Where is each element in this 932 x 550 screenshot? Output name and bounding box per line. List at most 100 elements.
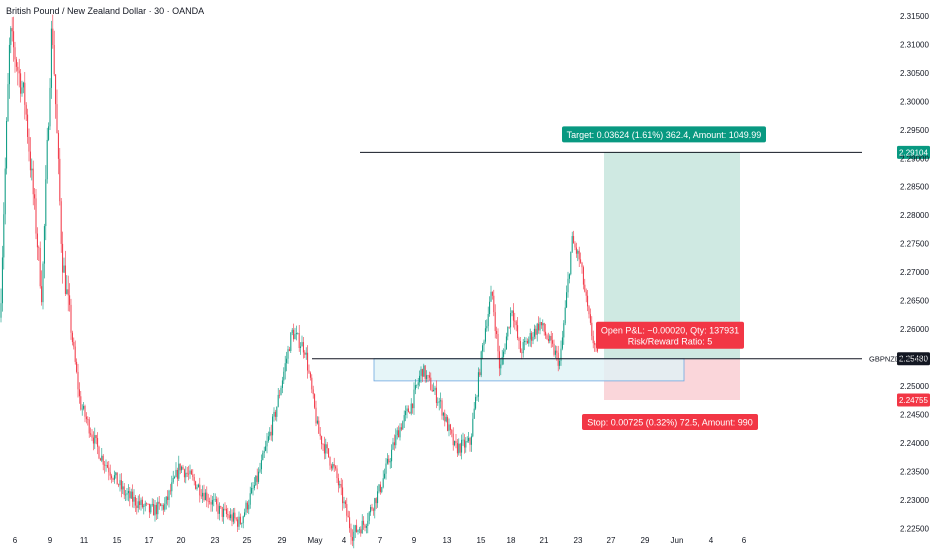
candle: [501, 349, 503, 366]
candle: [216, 496, 218, 512]
candle: [238, 511, 240, 530]
svg-text:2.29104: 2.29104: [899, 148, 928, 157]
candle: [290, 331, 292, 353]
x-tick-label: 4: [342, 536, 347, 545]
x-tick-label: 23: [211, 536, 220, 545]
candle: [14, 41, 16, 73]
candle: [491, 291, 493, 300]
candle: [73, 337, 75, 350]
x-tick-label: Jun: [671, 536, 684, 545]
candle: [326, 442, 328, 454]
candle: [482, 342, 484, 360]
candle: [13, 16, 15, 62]
candle: [162, 503, 164, 515]
pnl-label: Open P&L: −0.00020, Qty: 137931Risk/Rewa…: [596, 321, 744, 349]
candle: [147, 503, 149, 505]
x-tick-label: 20: [177, 536, 186, 545]
candle: [27, 108, 29, 144]
candle: [402, 420, 404, 430]
candle: [6, 117, 8, 175]
candle: [298, 324, 300, 352]
candle: [325, 438, 327, 460]
candle: [262, 450, 264, 461]
candle: [157, 497, 159, 520]
candle: [295, 325, 297, 341]
candle: [141, 496, 143, 509]
x-tick-label: 6: [742, 536, 747, 545]
y-tick-label: 2.23500: [900, 467, 929, 476]
candle: [286, 351, 288, 372]
candle: [266, 432, 268, 454]
candle: [95, 434, 97, 445]
candle: [176, 467, 178, 487]
x-tick-label: 27: [607, 536, 616, 545]
svg-text:Open P&L: −0.00020, Qty: 13793: Open P&L: −0.00020, Qty: 137931: [601, 326, 739, 336]
candle: [414, 379, 416, 395]
candle: [409, 411, 411, 414]
candle: [11, 17, 13, 42]
y-tick-label: 2.30500: [900, 69, 929, 78]
candle: [577, 249, 579, 262]
candle: [62, 231, 64, 284]
candle: [60, 197, 62, 253]
candle: [360, 526, 362, 537]
x-tick-label: 29: [641, 536, 650, 545]
candle: [97, 432, 99, 455]
candle: [351, 529, 353, 547]
candle: [563, 320, 565, 345]
candle: [571, 231, 573, 254]
candle: [31, 158, 33, 181]
candle: [476, 394, 478, 401]
candle: [410, 398, 412, 416]
candle: [38, 245, 40, 262]
candle: [88, 416, 90, 438]
candle: [489, 296, 491, 317]
candle: [412, 403, 414, 414]
candle: [139, 494, 141, 510]
candle: [199, 477, 201, 503]
candle: [204, 489, 206, 501]
candle: [195, 480, 197, 490]
candle: [29, 137, 31, 178]
candle: [133, 489, 135, 509]
candle: [85, 412, 87, 424]
candle: [570, 251, 572, 276]
candle: [218, 502, 220, 521]
series-label: GBPNZD: [869, 355, 901, 364]
candle: [35, 189, 37, 240]
candle: [55, 74, 57, 119]
candle: [585, 288, 587, 303]
candle: [490, 285, 492, 302]
candle: [487, 306, 489, 332]
candle: [224, 502, 226, 511]
candle: [175, 462, 177, 478]
y-tick-label: 2.30000: [900, 97, 929, 106]
candle: [0, 288, 2, 323]
y-tick-label: 2.24000: [900, 439, 929, 448]
candle: [349, 511, 351, 533]
candle: [178, 455, 180, 481]
candle: [522, 339, 524, 358]
candle: [291, 327, 293, 336]
candle: [455, 434, 457, 449]
candle: [91, 429, 93, 442]
candle: [274, 409, 276, 421]
candle: [193, 473, 195, 486]
y-tick-label: 2.25000: [900, 382, 929, 391]
candle: [479, 368, 481, 377]
x-tick-label: 29: [278, 536, 287, 545]
candle: [294, 327, 296, 340]
candle: [378, 483, 380, 494]
candle: [431, 384, 433, 392]
candle: [353, 524, 355, 549]
y-tick-label: 2.28500: [900, 183, 929, 192]
candle: [125, 490, 127, 502]
candle: [228, 511, 230, 521]
candle: [253, 477, 255, 491]
candle: [470, 433, 472, 452]
candle: [342, 479, 344, 511]
candle: [323, 436, 325, 460]
candle: [449, 423, 451, 435]
candle: [511, 310, 513, 317]
